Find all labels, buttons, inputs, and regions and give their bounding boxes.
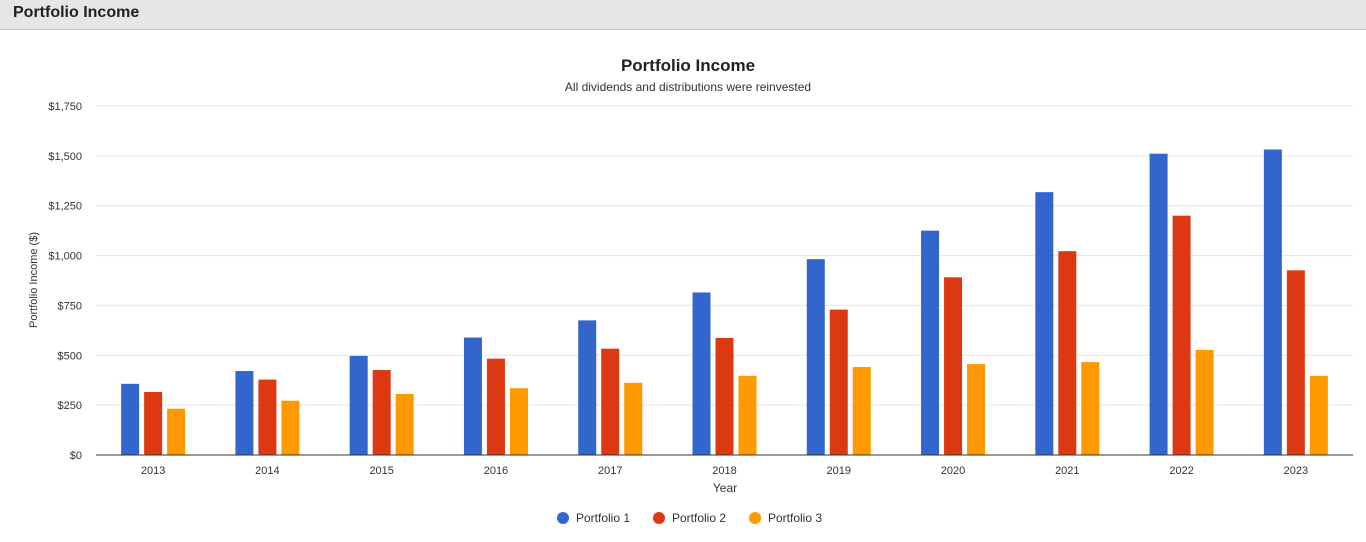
legend: Portfolio 1 Portfolio 2 Portfolio 3 [557, 511, 822, 525]
legend-label: Portfolio 3 [768, 511, 822, 525]
y-tick-label: $750 [58, 300, 82, 312]
bar-portfolio-3-2019 [852, 367, 871, 455]
bar-portfolio-2-2017 [601, 348, 620, 455]
x-tick-label: 2020 [941, 465, 965, 477]
bar-portfolio-1-2020 [921, 230, 940, 455]
bar-portfolio-1-2021 [1035, 192, 1054, 455]
y-tick-label: $500 [58, 350, 82, 362]
bar-portfolio-2-2022 [1172, 215, 1191, 455]
bar-portfolio-1-2018 [692, 292, 711, 455]
legend-marker-portfolio-3 [749, 512, 761, 524]
bar-portfolio-1-2016 [463, 337, 482, 455]
bar-portfolio-2-2014 [258, 379, 277, 455]
bar-portfolio-2-2013 [144, 391, 163, 455]
bar-portfolio-3-2015 [395, 393, 414, 455]
bar-portfolio-2-2016 [486, 358, 505, 455]
x-tick-label: 2021 [1055, 465, 1079, 477]
bar-portfolio-3-2018 [738, 375, 757, 455]
x-tick-label: 2015 [369, 465, 393, 477]
bar-portfolio-1-2015 [349, 355, 368, 455]
bar-layer [121, 149, 1328, 455]
x-tick-label: 2018 [712, 465, 736, 477]
y-tick-label: $250 [58, 400, 82, 412]
panel-header: Portfolio Income [0, 0, 1366, 30]
bar-portfolio-1-2017 [578, 320, 597, 455]
bar-portfolio-3-2013 [167, 408, 186, 455]
bar-portfolio-1-2023 [1263, 149, 1282, 455]
y-tick-label: $1,500 [48, 151, 82, 163]
bar-portfolio-2-2018 [715, 337, 734, 455]
x-tick-label: 2022 [1169, 465, 1193, 477]
panel-title: Portfolio Income [13, 4, 140, 21]
bar-portfolio-1-2019 [806, 259, 825, 455]
bar-portfolio-3-2020 [967, 364, 986, 455]
x-tick-label: 2016 [484, 465, 508, 477]
y-tick-label: $1,250 [48, 201, 82, 213]
bar-portfolio-3-2022 [1195, 349, 1214, 455]
legend-label: Portfolio 1 [576, 511, 630, 525]
bar-portfolio-1-2014 [235, 371, 254, 455]
x-axis-title: Year [713, 481, 737, 495]
bar-portfolio-2-2023 [1286, 270, 1305, 455]
bar-portfolio-3-2014 [281, 400, 300, 455]
x-tick-label: 2013 [141, 465, 165, 477]
legend-marker-portfolio-2 [653, 512, 665, 524]
y-tick-label: $0 [70, 450, 82, 462]
bar-portfolio-3-2021 [1081, 362, 1100, 455]
bar-portfolio-3-2016 [509, 388, 528, 455]
x-tick-label: 2019 [827, 465, 851, 477]
x-tick-label: 2017 [598, 465, 622, 477]
bar-portfolio-2-2015 [372, 370, 391, 455]
bar-portfolio-2-2019 [829, 309, 848, 455]
y-tick-label: $1,750 [48, 101, 82, 113]
legend-label: Portfolio 2 [672, 511, 726, 525]
y-axis-title: Portfolio Income ($) [28, 232, 40, 328]
bar-portfolio-2-2021 [1058, 251, 1077, 455]
bar-portfolio-1-2022 [1149, 153, 1168, 455]
axis-layer: $0 $250 $500 $750 $1,000 $1,250 $1,500 $1,750 20… [48, 101, 1353, 477]
legend-marker-portfolio-1 [557, 512, 569, 524]
chart-title: Portfolio Income [621, 56, 755, 75]
bar-portfolio-1-2013 [121, 383, 140, 455]
x-tick-label: 2023 [1284, 465, 1308, 477]
x-tick-label: 2014 [255, 465, 279, 477]
chart-subtitle: All dividends and distributions were rei… [565, 80, 811, 94]
portfolio-income-chart: $0 $250 $500 $750 $1,000 $1,250 $1,500 $1,750 20… [28, 56, 1353, 525]
y-tick-label: $1,000 [48, 251, 82, 263]
bar-portfolio-2-2020 [944, 277, 963, 455]
bar-portfolio-3-2017 [624, 382, 643, 455]
bar-portfolio-3-2023 [1309, 375, 1328, 455]
grid-layer [96, 105, 1353, 406]
